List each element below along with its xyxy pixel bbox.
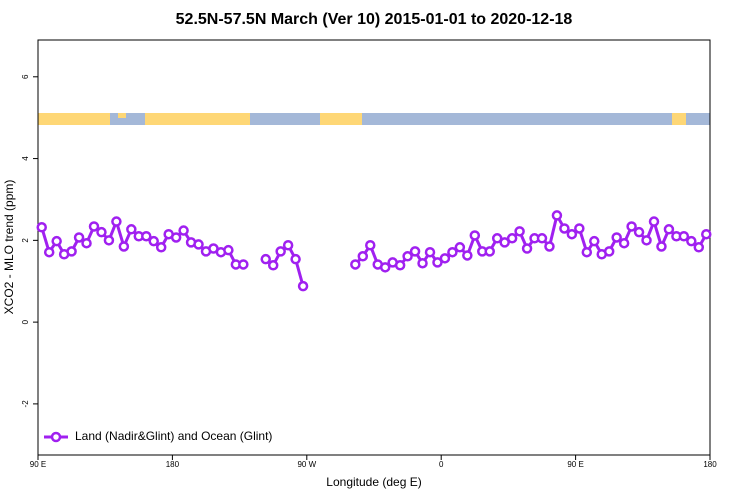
y-tick-label: 0 <box>21 319 30 324</box>
legend-label: Land (Nadir&Glint) and Ocean (Glint) <box>75 429 272 443</box>
data-point <box>148 235 159 247</box>
data-point <box>365 240 376 251</box>
data-point <box>170 232 182 243</box>
data-point <box>155 242 167 253</box>
land-strip <box>320 113 362 125</box>
x-tick-label: 180 <box>703 460 717 469</box>
data-point <box>141 231 152 242</box>
data-point <box>566 228 578 240</box>
ocean-strip <box>38 113 710 125</box>
y-tick-label: -2 <box>21 400 30 408</box>
data-point <box>633 226 645 238</box>
data-point <box>238 259 249 270</box>
data-point <box>51 235 62 247</box>
x-tick-label: 90 E <box>30 460 46 469</box>
data-point <box>678 231 690 242</box>
data-point <box>693 242 705 253</box>
data-point <box>491 233 503 244</box>
data-point <box>611 232 622 243</box>
data-point <box>223 244 234 256</box>
data-point <box>432 257 443 268</box>
data-point <box>439 253 451 264</box>
legend-marker <box>50 431 62 443</box>
data-point <box>686 235 697 247</box>
chart-title: 52.5N-57.5N March (Ver 10) 2015-01-01 to… <box>176 11 573 28</box>
data-point <box>103 235 115 246</box>
data-point <box>379 262 391 273</box>
data-point <box>424 246 436 258</box>
data-point <box>701 228 712 240</box>
data-point <box>36 222 47 233</box>
data-point <box>559 223 570 234</box>
data-point <box>357 251 369 262</box>
plot-frame <box>37 39 711 456</box>
data-point <box>297 280 309 292</box>
data-point <box>275 246 286 257</box>
data-point <box>447 246 458 258</box>
data-point <box>394 260 406 271</box>
data-point <box>648 216 660 227</box>
x-tick-label: 90 W <box>297 460 316 469</box>
data-point <box>603 246 615 257</box>
data-point <box>260 253 271 265</box>
data-point <box>81 237 92 249</box>
data-point <box>282 240 294 251</box>
data-point <box>656 241 667 252</box>
data-point <box>88 221 100 232</box>
data-point <box>402 251 413 262</box>
data-point <box>73 232 85 243</box>
data-point <box>574 223 585 234</box>
data-point <box>499 237 510 248</box>
data-point <box>626 221 637 232</box>
x-tick-label: 90 E <box>567 460 583 469</box>
data-point <box>618 237 630 249</box>
data-point <box>521 243 533 254</box>
data-point <box>290 253 301 265</box>
land-strip <box>38 113 110 125</box>
y-tick-label: 6 <box>21 74 30 79</box>
data-point <box>350 259 361 270</box>
data-point <box>454 242 466 253</box>
data-point <box>462 250 473 261</box>
data-point <box>43 246 55 258</box>
land-sea-strip <box>38 113 710 125</box>
y-axis-label: XCO2 - MLO trend (ppm) <box>2 180 16 315</box>
data-point <box>514 226 525 237</box>
data-point <box>96 226 107 238</box>
data-point <box>663 224 675 235</box>
data-point <box>581 246 593 258</box>
land-strip <box>118 113 126 118</box>
data-point <box>111 216 122 227</box>
data-point <box>118 241 130 252</box>
land-strip <box>145 113 250 125</box>
x-tick-label: 0 <box>439 460 444 469</box>
land-strip <box>672 113 686 125</box>
data-point <box>126 224 137 235</box>
data-point <box>267 260 279 271</box>
data-point <box>484 246 495 257</box>
data-point <box>417 257 428 269</box>
data-point <box>551 210 563 221</box>
data-point <box>536 233 548 244</box>
data-point <box>544 241 555 252</box>
data-point <box>409 246 421 257</box>
data-point <box>66 246 77 257</box>
x-axis-label: Longitude (deg E) <box>326 475 421 489</box>
x-tick-label: 180 <box>166 460 180 469</box>
data-point <box>469 230 481 241</box>
y-tick-label: 4 <box>21 156 30 161</box>
y-tick-label: 2 <box>21 238 30 243</box>
data-point <box>641 235 652 246</box>
data-point <box>178 225 189 236</box>
data-point <box>506 233 518 244</box>
data-point <box>589 235 600 247</box>
data-point <box>193 239 204 250</box>
